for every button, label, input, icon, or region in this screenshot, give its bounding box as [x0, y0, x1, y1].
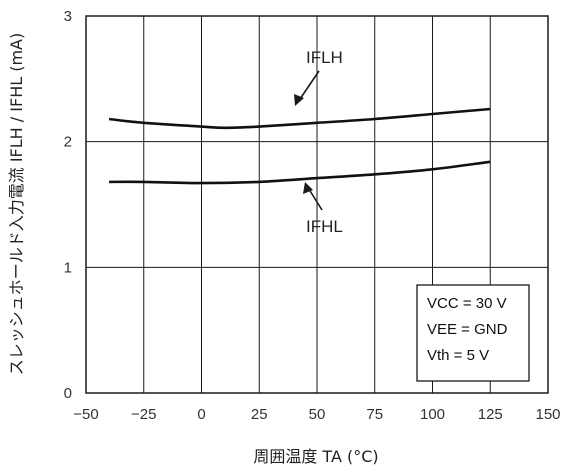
- x-tick-label: −25: [131, 406, 156, 423]
- x-tick-label: 100: [420, 406, 445, 423]
- condition-vth: Vth = 5 V: [427, 347, 489, 364]
- x-tick-label: 75: [366, 406, 383, 423]
- ifhl-arrowhead: [303, 182, 313, 194]
- x-axis-label: 周囲温度 TA (°C): [253, 447, 378, 466]
- y-axis-label: スレッシュホールド入力電流 IFLH / IFHL (mA): [7, 33, 26, 376]
- conditions-box: VCC = 30 V VEE = GND Vth = 5 V: [416, 284, 530, 382]
- condition-vcc: VCC = 30 V: [427, 295, 507, 312]
- x-tick-label: 50: [309, 406, 326, 423]
- iflh-arrowhead: [294, 94, 304, 106]
- series-line-ifhl: [109, 160, 491, 185]
- y-tick-label: 2: [64, 134, 72, 151]
- x-tick-label: 150: [535, 406, 560, 423]
- series-group: [108, 107, 491, 185]
- x-tick-labels: −50 −25 0 25 50 75 100 125 150: [73, 406, 560, 423]
- y-tick-label: 0: [64, 385, 72, 402]
- y-tick-label: 3: [64, 8, 72, 25]
- iflh-annotation-label: IFLH: [306, 48, 343, 67]
- y-tick-label: 1: [64, 259, 72, 276]
- plot-area: [85, 15, 549, 394]
- x-tick-label: 125: [478, 406, 503, 423]
- x-tick-label: −50: [73, 406, 98, 423]
- iflh-annotation-arrow: [297, 70, 320, 103]
- condition-vee: VEE = GND: [427, 321, 508, 338]
- grid: [86, 16, 548, 393]
- ifhl-annotation-label: IFHL: [306, 217, 343, 236]
- x-tick-label: 0: [197, 406, 205, 423]
- series-line-iflh: [108, 107, 491, 130]
- y-tick-labels: 0 1 2 3: [64, 8, 72, 402]
- x-tick-label: 25: [251, 406, 268, 423]
